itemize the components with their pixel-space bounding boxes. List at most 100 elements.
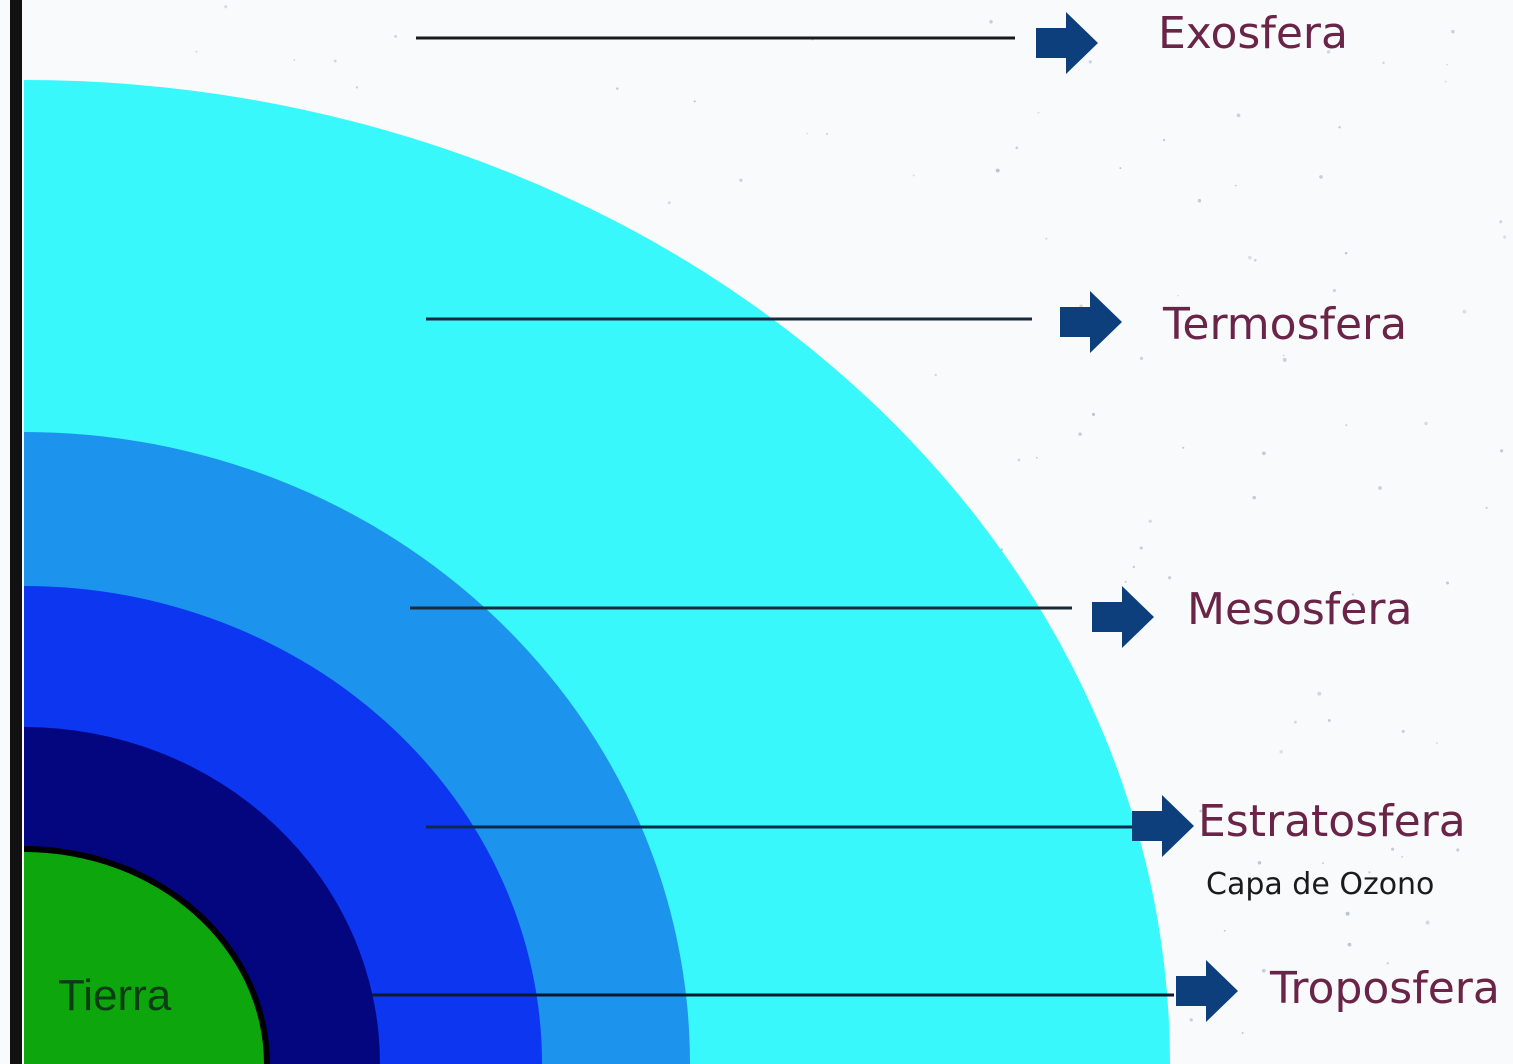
mesosfera-label: Mesosfera [1187, 584, 1413, 635]
estratosfera-label: Estratosfera [1198, 796, 1466, 847]
space-speck [1015, 146, 1019, 150]
space-speck [989, 20, 993, 24]
space-speck [1167, 576, 1172, 580]
space-speck [739, 178, 743, 182]
space-speck [1293, 720, 1297, 724]
arrow-right-icon [1060, 291, 1122, 353]
space-speck [1401, 855, 1404, 858]
space-speck [1091, 412, 1096, 416]
space-speck [1317, 691, 1322, 696]
space-speck [1162, 138, 1166, 142]
space-speck [1189, 1018, 1193, 1022]
space-speck [934, 373, 937, 377]
space-speck [1499, 220, 1503, 224]
space-speck [1119, 167, 1122, 170]
exosfera-label: Exosfera [1158, 8, 1348, 59]
space-speck [1282, 357, 1287, 362]
space-speck [1139, 356, 1144, 361]
space-speck [1499, 449, 1504, 453]
space-speck [616, 87, 619, 90]
space-speck [1282, 354, 1285, 357]
space-speck [1391, 847, 1395, 851]
space-speck [1485, 506, 1488, 510]
space-speck [1037, 111, 1040, 114]
space-speck [1378, 486, 1382, 490]
space-speck [1279, 750, 1283, 754]
space-speck [1241, 1032, 1244, 1034]
space-speck [394, 35, 397, 38]
arrow-right-icon [1036, 12, 1098, 74]
arrow-right-icon [1176, 960, 1238, 1022]
space-speck [1199, 809, 1203, 813]
space-speck [1262, 451, 1266, 456]
space-speck [1424, 421, 1428, 426]
space-speck [1132, 565, 1136, 569]
space-speck [1234, 184, 1237, 187]
space-speck [1148, 519, 1152, 523]
termosfera-label: Termosfera [1163, 299, 1408, 350]
arrow-right-icon [1132, 795, 1194, 857]
space-speck [293, 59, 296, 61]
space-speck [1451, 29, 1455, 34]
capa-de-ozono-label: Capa de Ozono [1206, 867, 1435, 902]
space-speck [1445, 581, 1450, 585]
space-speck [224, 5, 228, 9]
space-speck [1177, 294, 1179, 297]
space-speck [826, 132, 829, 135]
space-speck [195, 50, 198, 53]
space-speck [1382, 61, 1385, 65]
space-speck [1197, 198, 1202, 203]
space-speck [1078, 432, 1082, 436]
space-speck [1035, 456, 1038, 459]
space-speck [1261, 968, 1266, 973]
space-speck [1344, 251, 1348, 255]
space-speck [995, 168, 1000, 173]
space-speck [1319, 175, 1323, 179]
space-speck [1351, 593, 1355, 596]
space-speck [1332, 288, 1337, 293]
space-speck [1182, 446, 1185, 449]
space-speck [1368, 871, 1371, 874]
space-speck [1503, 235, 1507, 239]
space-speck [1247, 255, 1252, 260]
space-speck [1326, 50, 1331, 54]
space-speck [1425, 920, 1430, 925]
space-speck [912, 174, 915, 177]
space-speck [693, 100, 696, 103]
vertical-axis-line [10, 0, 22, 1064]
space-speck [1386, 962, 1389, 965]
space-speck [1321, 862, 1325, 865]
space-speck [1079, 304, 1083, 308]
space-speck [1236, 113, 1241, 118]
space-speck [355, 86, 359, 89]
space-speck [1345, 911, 1350, 916]
space-speck [1347, 942, 1352, 947]
space-speck [333, 59, 337, 63]
space-speck [1456, 848, 1460, 852]
space-speck [1252, 495, 1256, 500]
space-speck [1017, 458, 1021, 462]
space-speck [1162, 31, 1165, 34]
space-speck [1257, 861, 1262, 865]
arrow-right-icon [1092, 586, 1154, 648]
space-speck [1088, 60, 1092, 64]
space-speck [1175, 327, 1179, 331]
space-speck [1345, 424, 1348, 427]
space-speck [1462, 309, 1467, 314]
tierra-label: Tierra [58, 971, 172, 1020]
space-speck [1254, 259, 1257, 262]
space-speck [667, 201, 671, 205]
space-speck [1045, 237, 1048, 240]
space-speck [1223, 929, 1226, 932]
space-speck [1124, 580, 1127, 583]
troposfera-label: Troposfera [1270, 963, 1500, 1014]
space-speck [806, 132, 809, 135]
space-speck [1338, 126, 1341, 129]
space-speck [1444, 80, 1447, 83]
space-speck [1401, 729, 1405, 733]
space-speck [1327, 719, 1331, 722]
space-speck [1446, 63, 1448, 66]
space-speck [1435, 742, 1438, 745]
